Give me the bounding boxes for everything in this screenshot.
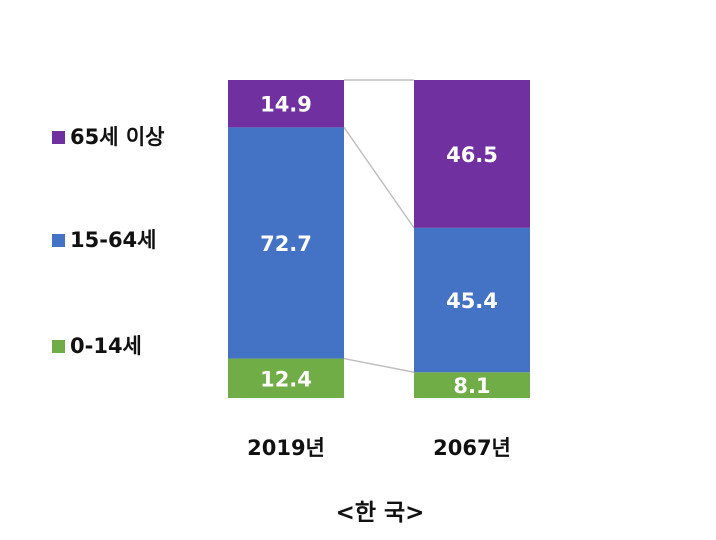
legend-swatch bbox=[52, 234, 65, 247]
bar-segment-1-2 bbox=[228, 127, 344, 359]
legend-label: 15-64세 bbox=[70, 228, 156, 252]
data-label: 8.1 bbox=[453, 374, 490, 398]
data-label: 45.4 bbox=[446, 289, 498, 313]
legend: 65세 이상 15-64세 0-14세 bbox=[52, 125, 165, 358]
legend-label: 65세 이상 bbox=[70, 125, 165, 149]
category-labels: 2019년 2067년 bbox=[247, 436, 511, 460]
data-label: 12.4 bbox=[260, 367, 312, 391]
bar-segment-2-2 bbox=[414, 227, 530, 373]
data-labels: 12.4 72.7 14.9 8.1 45.4 46.5 bbox=[260, 93, 498, 398]
legend-swatch bbox=[52, 131, 65, 144]
bar-segment-1-3 bbox=[228, 80, 344, 128]
legend-label: 0-14세 bbox=[70, 334, 142, 358]
legend-swatch bbox=[52, 340, 65, 353]
chart-caption: <한 국> bbox=[336, 500, 425, 526]
series-line bbox=[343, 357, 415, 373]
bar-segment-2-3 bbox=[414, 80, 530, 228]
bars bbox=[228, 80, 530, 398]
data-label: 72.7 bbox=[260, 232, 312, 256]
series-lines bbox=[343, 79, 415, 373]
data-label: 14.9 bbox=[260, 93, 312, 117]
data-label: 46.5 bbox=[446, 143, 498, 167]
series-line bbox=[343, 126, 415, 229]
bar-segment-1-1 bbox=[228, 358, 344, 398]
bar-segment-2-1 bbox=[414, 372, 530, 398]
category-label: 2067년 bbox=[433, 436, 511, 460]
category-label: 2019년 bbox=[247, 436, 325, 460]
